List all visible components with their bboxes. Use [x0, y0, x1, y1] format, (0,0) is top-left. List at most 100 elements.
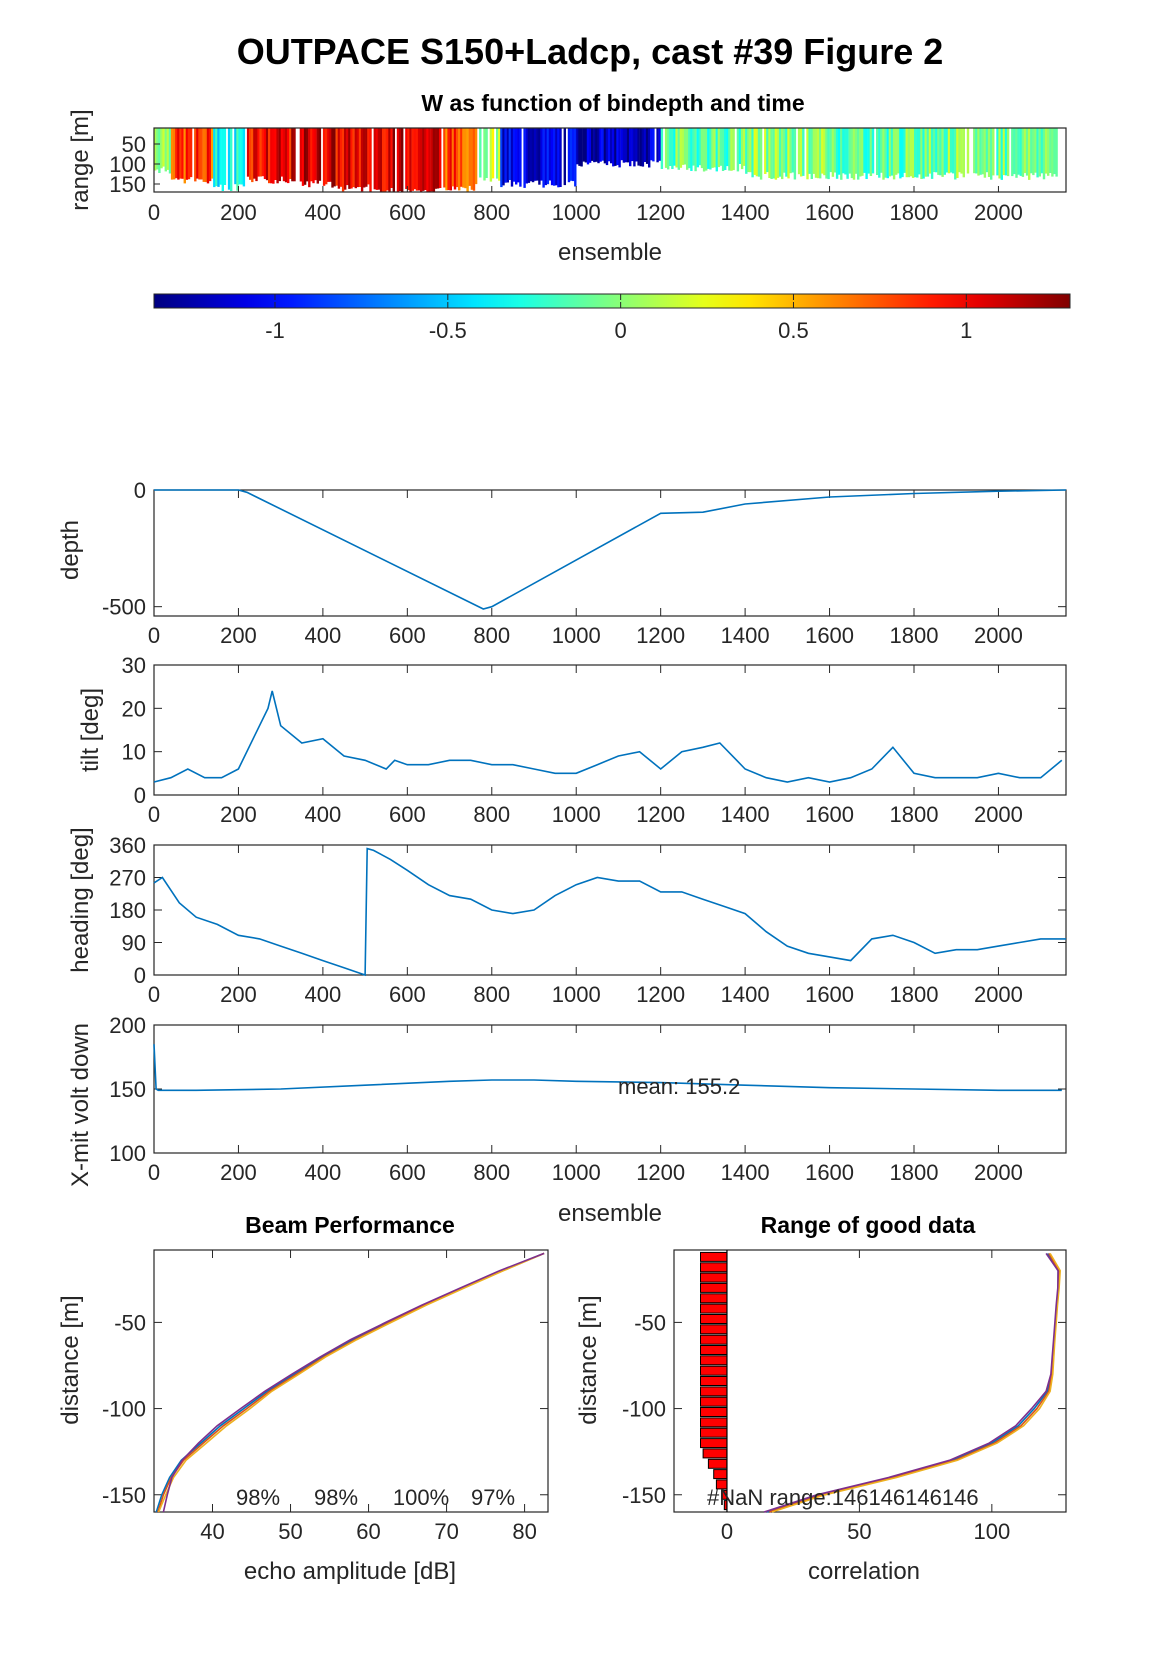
heatmap-cell [935, 128, 938, 173]
heatmap-cell [455, 128, 459, 188]
heatmap-cell [213, 128, 216, 188]
heatmap-cell [914, 128, 917, 178]
range-good-data-panel: Range of good data 0 50 100 -50 -100 -150 #Na… [575, 1212, 1067, 1585]
beam-xtick-label: 60 [356, 1519, 380, 1544]
heatmap-cell [506, 128, 509, 183]
heatmap-cell [289, 128, 292, 179]
heatmap-cell [736, 128, 740, 172]
heatmap-cell [282, 128, 286, 182]
heatmap-cell [202, 128, 205, 182]
range-bar [700, 1438, 728, 1449]
heatmap-cell [529, 128, 533, 182]
heatmap-cell [162, 128, 165, 167]
range-ytick-label: -50 [634, 1310, 666, 1335]
heatmap-cell [221, 128, 224, 191]
heatmap-cell [242, 128, 246, 187]
heatmap-cell [504, 128, 507, 183]
beam-series-0 [155, 1252, 545, 1513]
heatmap-cell [620, 128, 623, 161]
heatmap-cell [413, 128, 417, 190]
heatmap-cell [821, 128, 824, 174]
heatmap-cell [512, 128, 516, 182]
heatmap-cell [257, 128, 260, 177]
heatmap-cell [588, 128, 592, 163]
heatmap-cell [1006, 128, 1010, 177]
heading-xtick-label: 2000 [974, 982, 1023, 1007]
heatmap-cell [918, 128, 921, 175]
volt-xtick-label: 1600 [805, 1160, 854, 1185]
heatmap-cell [517, 128, 520, 183]
range-bar [700, 1262, 728, 1273]
heatmap-cell [949, 128, 953, 173]
heatmap-cell [726, 128, 729, 167]
heatmap-cell [420, 128, 423, 192]
heatmap-cell [903, 128, 906, 173]
heatmap-cell [253, 128, 256, 179]
heatmap-cell [671, 128, 674, 169]
heatmap-cell [314, 128, 317, 181]
heatmap-cell [852, 128, 856, 180]
heatmap-cell [626, 128, 630, 163]
heatmap-cell [888, 128, 892, 177]
heatmap-cell [344, 128, 347, 190]
heatmap-cell [772, 128, 775, 179]
heatmap-cell [816, 128, 820, 179]
depth-series-line [154, 489, 1067, 610]
heatmap-cell [838, 128, 841, 175]
heatmap-cell [688, 128, 691, 169]
colorbar: -1 -0.5 0 0.5 1 [153, 293, 1071, 343]
heatmap-cell [766, 128, 769, 173]
heatmap-cell [641, 128, 645, 167]
heatmap-cell [983, 128, 987, 178]
heatmap-cell [941, 128, 944, 177]
beam-title: Beam Performance [245, 1212, 455, 1238]
heatmap-cell [432, 128, 436, 192]
heatmap-cell [614, 128, 617, 166]
heatmap-cell [831, 128, 835, 177]
heatmap-cell [268, 128, 271, 184]
heatmap-cell [367, 128, 370, 185]
heatmap-cell [755, 128, 759, 177]
heatmap-cell [185, 128, 189, 180]
heatmap-cell [574, 128, 577, 187]
heatmap-cell [407, 128, 410, 191]
heatmap-cell [829, 128, 832, 173]
heatmap-cell [593, 128, 596, 163]
heatmap-cell [439, 128, 442, 188]
heatmap-cell [793, 128, 797, 180]
heatmap-cell [540, 128, 543, 181]
heatmap-cell [428, 128, 431, 192]
heatmap-cell [924, 128, 927, 177]
heatmap-cell [365, 128, 368, 187]
heatmap-cell [379, 128, 383, 192]
heatmap-cell [985, 128, 989, 173]
heatmap-cell [360, 128, 364, 192]
heatmap-cell [975, 128, 978, 174]
tilt-ytick-label: 0 [134, 783, 146, 808]
volt-ylabel: X-mit volt down [67, 1023, 94, 1187]
heatmap-cell [595, 128, 598, 162]
range-bar [700, 1324, 728, 1335]
heatmap-cell [911, 128, 915, 178]
heatmap-cell [601, 128, 604, 161]
heatmap-cell [500, 128, 503, 188]
heatmap-cell [945, 128, 949, 173]
heatmap-cell [550, 128, 554, 186]
heatmap-cell [1036, 128, 1039, 178]
heatmap-cell [388, 128, 391, 192]
depth-xtick-label: 0 [148, 623, 160, 648]
tilt-xtick-label: 200 [220, 802, 257, 827]
heatmap-cell [778, 128, 782, 177]
range-ytick-label: -150 [622, 1483, 666, 1508]
heading-ytick-label: 270 [109, 866, 146, 891]
heatmap-cell [234, 128, 237, 185]
heatmap-cell [882, 128, 885, 180]
heatmap-cell [774, 128, 778, 180]
heatmap-cell [358, 128, 362, 187]
heatmap-cell [823, 128, 826, 176]
heatmap-cell [605, 128, 609, 166]
heatmap-cell [474, 128, 478, 185]
heatmap-cell [356, 128, 360, 188]
heatmap-cell [730, 128, 733, 171]
